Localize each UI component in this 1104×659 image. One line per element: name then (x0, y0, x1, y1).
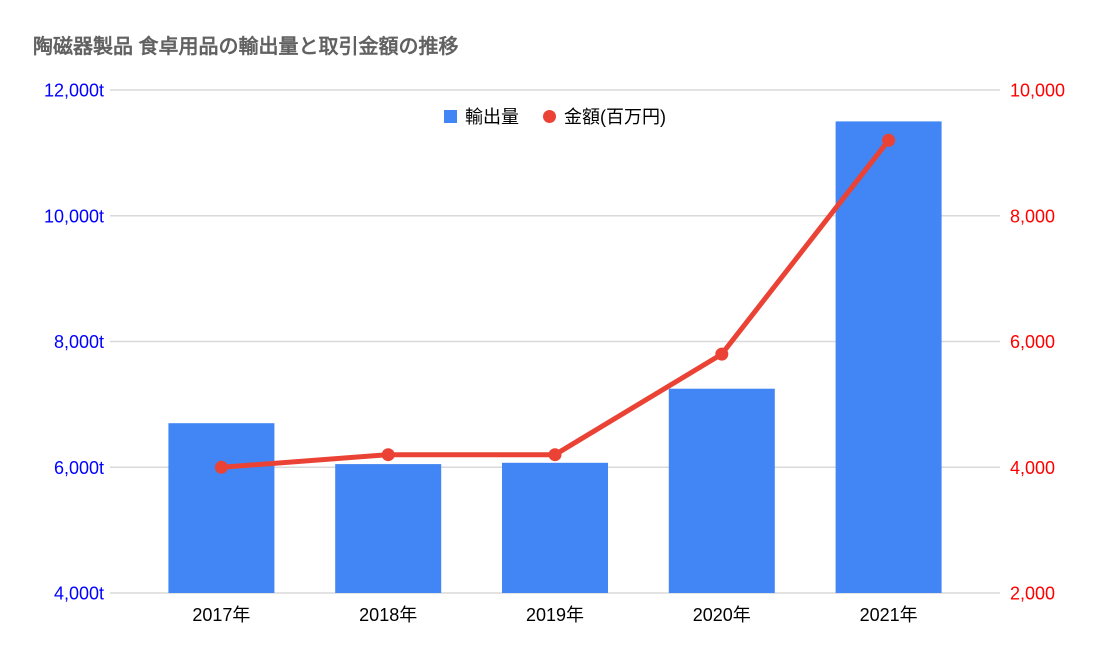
legend-swatch-line-icon (543, 109, 556, 123)
chart-legend: 輸出量 金額(百万円) (110, 103, 1000, 129)
legend-label-amount: 金額(百万円) (564, 107, 666, 127)
legend-swatch-bar-icon (444, 109, 457, 123)
x-axis-label-2018年: 2018年 (359, 605, 417, 625)
line-point-2018年 (381, 448, 395, 462)
bar-series-exports (168, 121, 942, 594)
bar-2018年 (335, 464, 442, 593)
right-axis-tick-label: 4,000 (1010, 458, 1055, 478)
right-axis-tick-label: 10,000 (1010, 81, 1065, 101)
line-point-2017年 (214, 460, 228, 474)
left-axis-tick-label: 12,000t (44, 81, 104, 101)
line-point-2021年 (882, 133, 896, 147)
line-point-2020年 (715, 347, 729, 361)
bar-2020年 (668, 388, 775, 593)
right-axis-labels: 2,000 4,000 6,000 8,000 10,000 (1010, 81, 1065, 604)
x-axis-label-2019年: 2019年 (526, 605, 584, 625)
bar-2017年 (168, 423, 275, 593)
left-axis-tick-label: 10,000t (44, 206, 104, 226)
chart-title: 陶磁器製品 食卓用品の輸出量と取引金額の推移 (33, 36, 459, 58)
x-axis-labels: 2017年 2018年 2019年 2020年 2021年 (192, 605, 917, 625)
bar-2019年 (502, 462, 608, 593)
amount-line (218, 137, 892, 470)
bar-2021年 (835, 121, 942, 594)
left-axis-tick-label: 4,000t (54, 584, 104, 604)
right-axis-tick-label: 6,000 (1010, 332, 1055, 352)
legend-item-exports: 輸出量 (444, 103, 519, 129)
right-axis-tick-label: 2,000 (1010, 584, 1055, 604)
left-axis-labels: 4,000t 6,000t 8,000t 10,000t 12,000t (44, 81, 104, 604)
x-axis-label-2020年: 2020年 (693, 605, 751, 625)
left-axis-tick-label: 6,000t (54, 458, 104, 478)
legend-item-amount: 金額(百万円) (543, 103, 666, 129)
right-axis-tick-label: 8,000 (1010, 206, 1055, 226)
left-axis-tick-label: 8,000t (54, 332, 104, 352)
x-axis-label-2017年: 2017年 (192, 605, 250, 625)
legend-label-exports: 輸出量 (465, 107, 519, 127)
line-point-2019年 (548, 448, 562, 462)
line-series-amount (214, 133, 896, 474)
x-axis-label-2021年: 2021年 (860, 605, 918, 625)
